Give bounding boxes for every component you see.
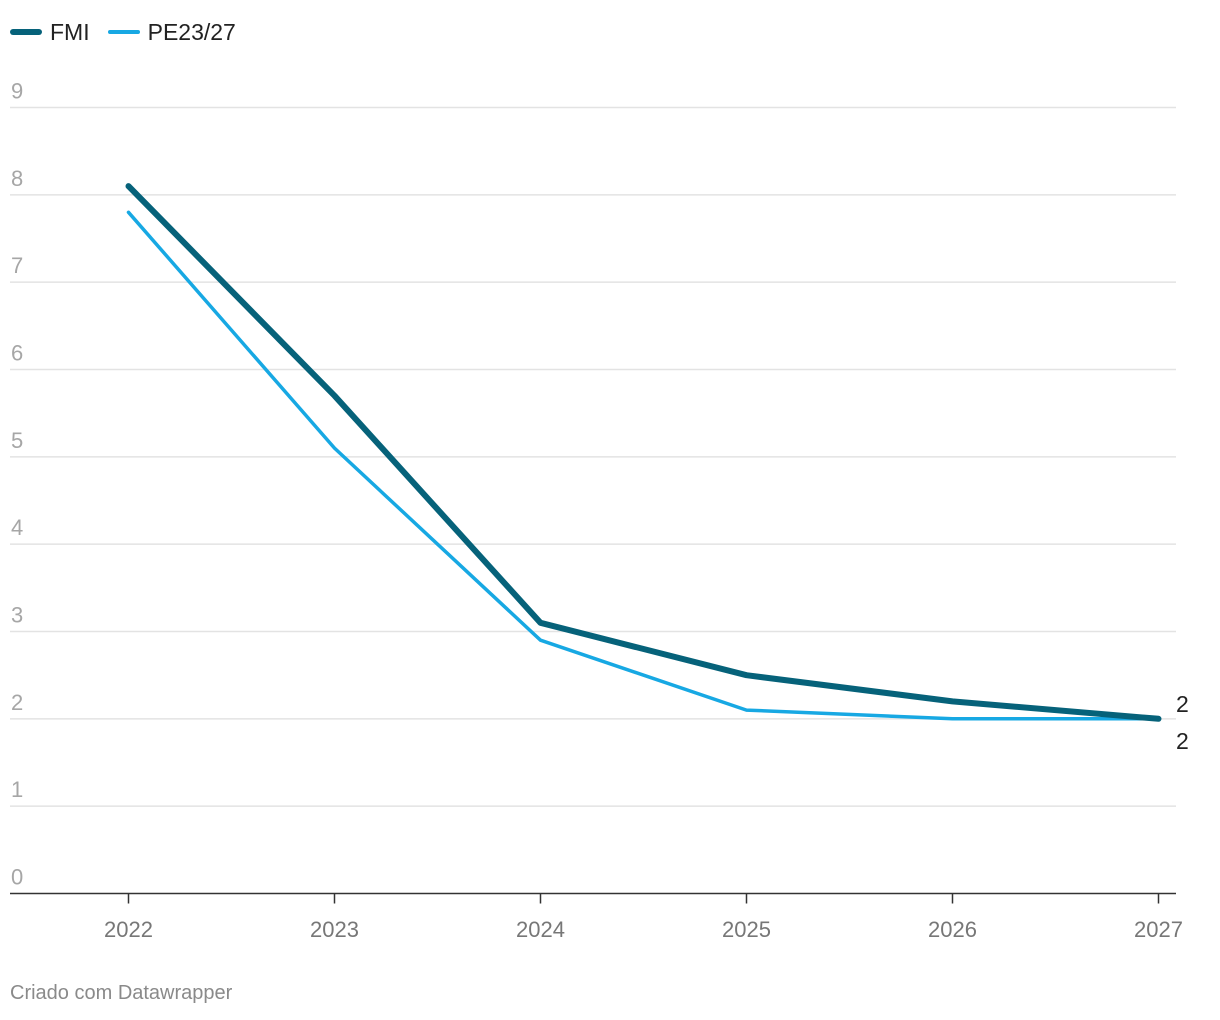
y-tick-label: 6 xyxy=(11,341,23,366)
y-tick-label: 7 xyxy=(11,253,23,278)
legend-label-pe2327: PE23/27 xyxy=(147,18,236,45)
end-labels: 22 xyxy=(1176,691,1189,754)
chart-legend: FMI PE23/27 xyxy=(10,16,254,48)
y-tick-label: 0 xyxy=(11,865,23,890)
x-tick-label: 2022 xyxy=(104,917,153,942)
legend-swatch-pe2327 xyxy=(107,30,140,34)
x-tick-label: 2024 xyxy=(516,917,565,942)
end-label-pe2327: 2 xyxy=(1176,728,1189,754)
y-tick-label: 4 xyxy=(11,515,23,540)
y-axis-ticks: 0 1 2 3 4 5 6 7 8 9 xyxy=(11,79,23,890)
legend-item-fmi: FMI xyxy=(10,19,90,46)
x-tick-label: 2023 xyxy=(310,917,359,942)
end-label-fmi: 2 xyxy=(1176,691,1189,717)
y-tick-label: 1 xyxy=(11,777,23,802)
y-tick-label: 3 xyxy=(11,603,23,628)
series-line-pe2327 xyxy=(126,210,1161,721)
legend-item-pe2327: PE23/27 xyxy=(107,18,236,46)
series-line-fmi xyxy=(125,183,1162,722)
series-lines xyxy=(125,183,1162,722)
y-tick-label: 9 xyxy=(11,79,23,104)
gridlines xyxy=(10,106,1176,807)
chart-credit: Criado com Datawrapper xyxy=(10,982,233,1004)
y-tick-label: 8 xyxy=(11,166,23,191)
x-tick-label: 2026 xyxy=(928,917,977,942)
x-axis: 2022 2023 2024 2025 2026 2027 xyxy=(10,892,1183,942)
x-tick-label: 2025 xyxy=(722,917,771,942)
y-tick-label: 2 xyxy=(11,690,23,715)
x-tick-label: 2027 xyxy=(1134,917,1183,942)
y-tick-label: 5 xyxy=(11,428,23,453)
legend-label-fmi: FMI xyxy=(50,18,90,45)
legend-swatch-fmi xyxy=(10,29,42,35)
